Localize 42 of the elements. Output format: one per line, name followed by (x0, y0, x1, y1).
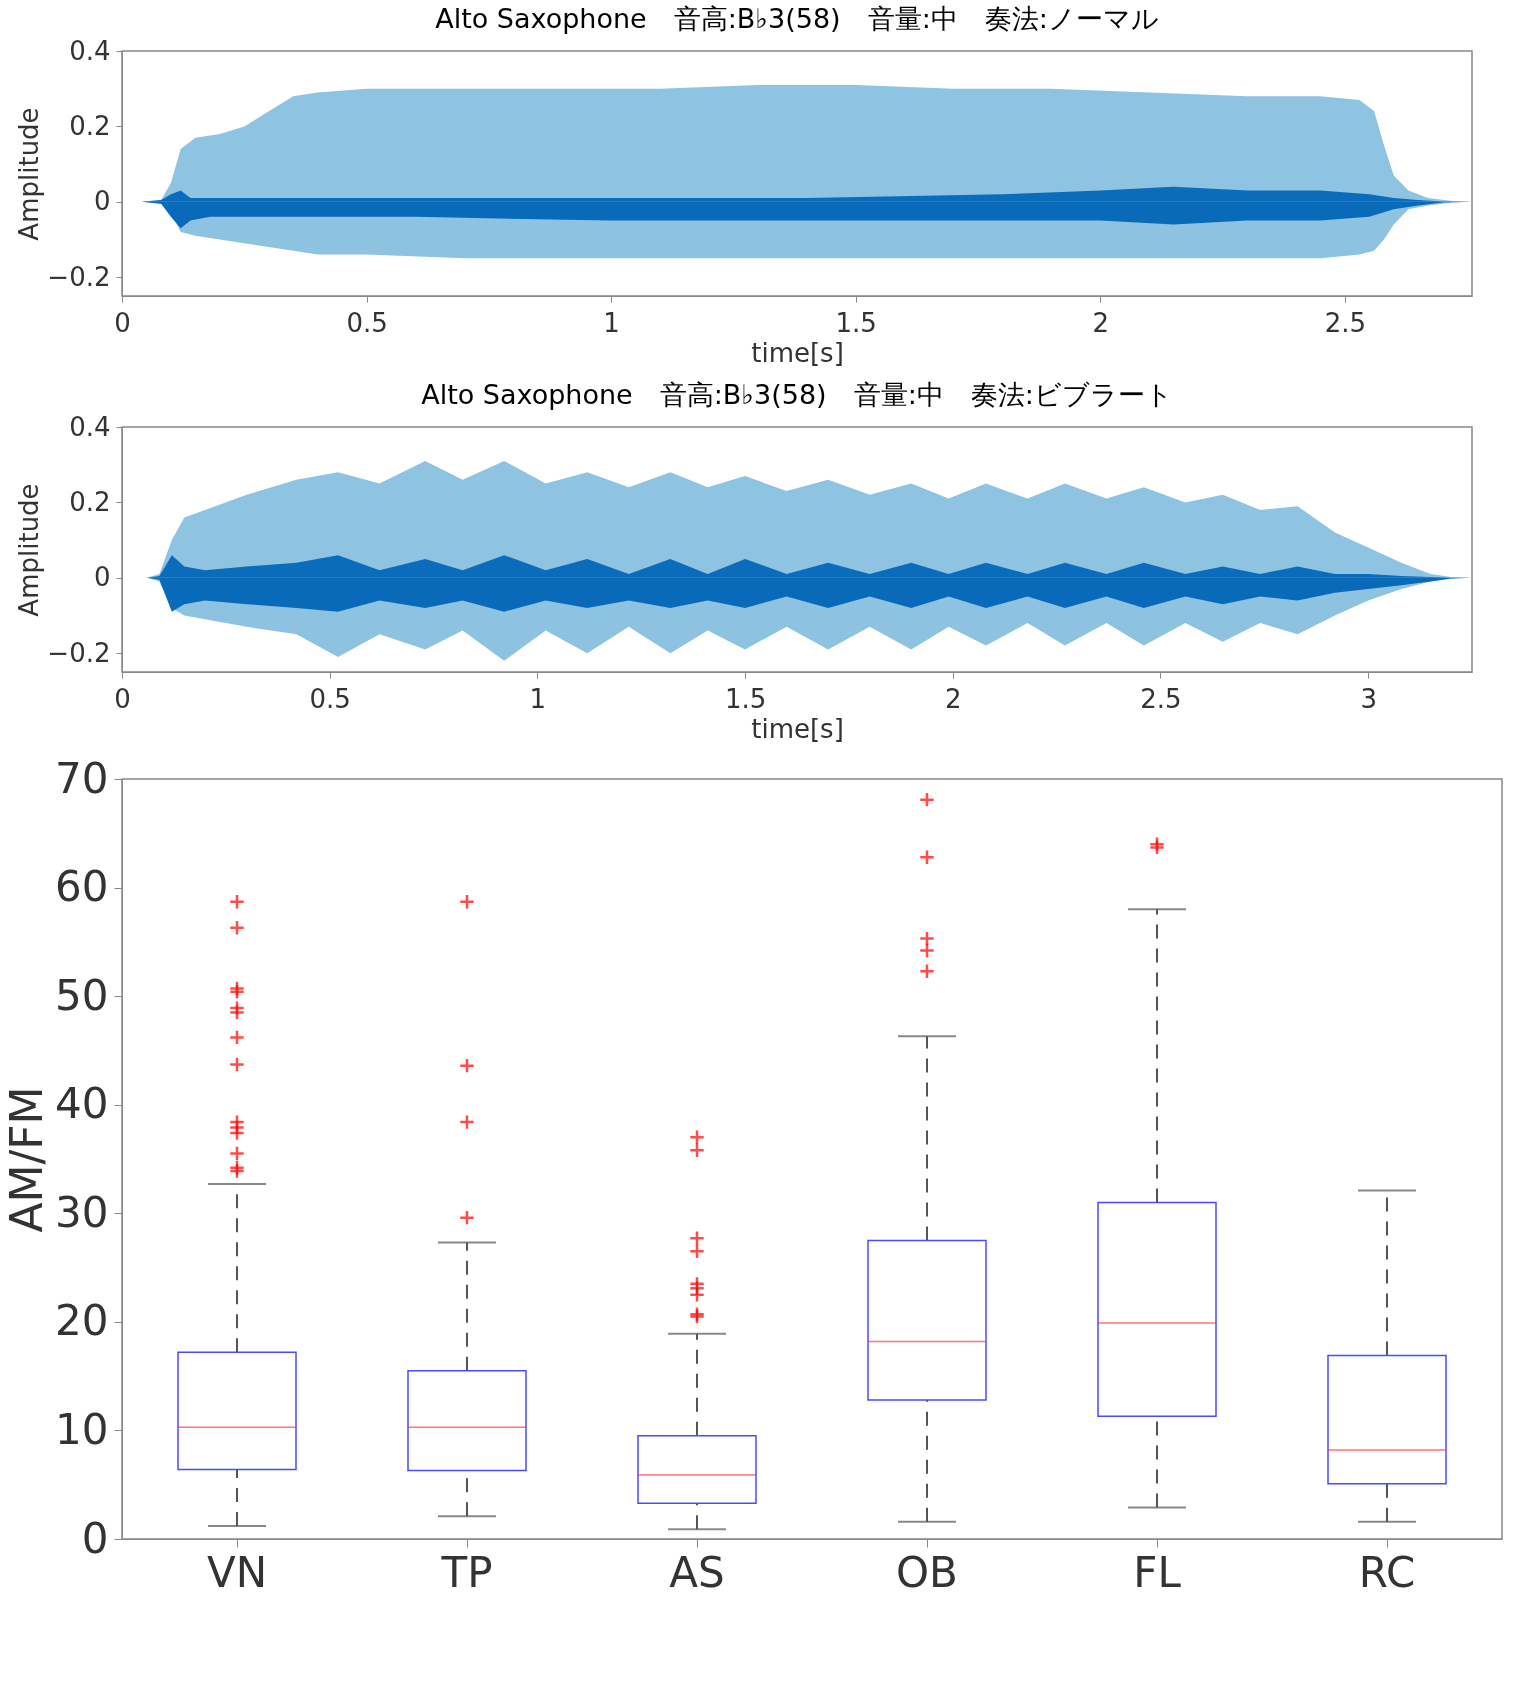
y-axis-title: Amplitude (14, 483, 45, 617)
x-tick-label: 1 (603, 307, 620, 338)
y-tick-label: 0 (93, 562, 111, 593)
x-tick-label: 2 (945, 683, 962, 714)
x-tick-label: 0.5 (309, 683, 351, 714)
y-tick-label: 10 (55, 1404, 109, 1454)
x-tick-label: TP (440, 1547, 493, 1597)
y-tick-label: 70 (55, 753, 109, 803)
y-tick-label: 0.2 (69, 110, 111, 141)
y-tick-label: 0 (81, 1513, 109, 1563)
chart-title: Alto Saxophone 音高:B♭3(58) 音量:中 奏法:ビブラート (421, 379, 1173, 410)
x-tick-label: 1.5 (724, 683, 767, 714)
x-tick-label: 1.5 (835, 307, 877, 338)
x-tick-label: 2 (1092, 307, 1110, 338)
x-tick-label: RC (1358, 1547, 1416, 1597)
x-tick-label: 0.5 (346, 307, 388, 338)
y-tick-label: 40 (55, 1079, 109, 1129)
x-tick-label: 2.5 (1324, 307, 1367, 338)
x-tick-label: VN (206, 1547, 268, 1597)
y-tick-label: 0.4 (69, 411, 111, 442)
y-axis-title: AM/FM (1, 1086, 53, 1233)
y-tick-label: −0.2 (47, 637, 111, 668)
y-tick-label: −0.2 (47, 261, 111, 292)
x-tick-label: 0 (114, 307, 131, 338)
y-tick-label: 50 (55, 970, 109, 1020)
y-tick-label: 20 (55, 1296, 109, 1346)
x-tick-label: 3 (1360, 683, 1377, 714)
x-tick-label: 1 (529, 683, 547, 714)
x-tick-label: AS (669, 1547, 725, 1597)
x-tick-label: 0 (114, 683, 131, 714)
y-tick-label: 30 (55, 1187, 109, 1237)
x-tick-label: 2.5 (1140, 683, 1182, 714)
chart-title: Alto Saxophone 音高:B♭3(58) 音量:中 奏法:ノーマル (435, 3, 1159, 34)
y-tick-label: 60 (55, 862, 109, 912)
x-tick-label: FL (1133, 1547, 1182, 1597)
x-tick-label: OB (896, 1547, 958, 1597)
x-axis-title: time[s] (751, 337, 844, 368)
y-axis-title: Amplitude (14, 107, 45, 241)
y-tick-label: 0 (93, 186, 111, 217)
x-axis-title: time[s] (751, 713, 844, 744)
y-tick-label: 0.4 (69, 35, 111, 66)
y-tick-label: 0.2 (69, 486, 111, 517)
